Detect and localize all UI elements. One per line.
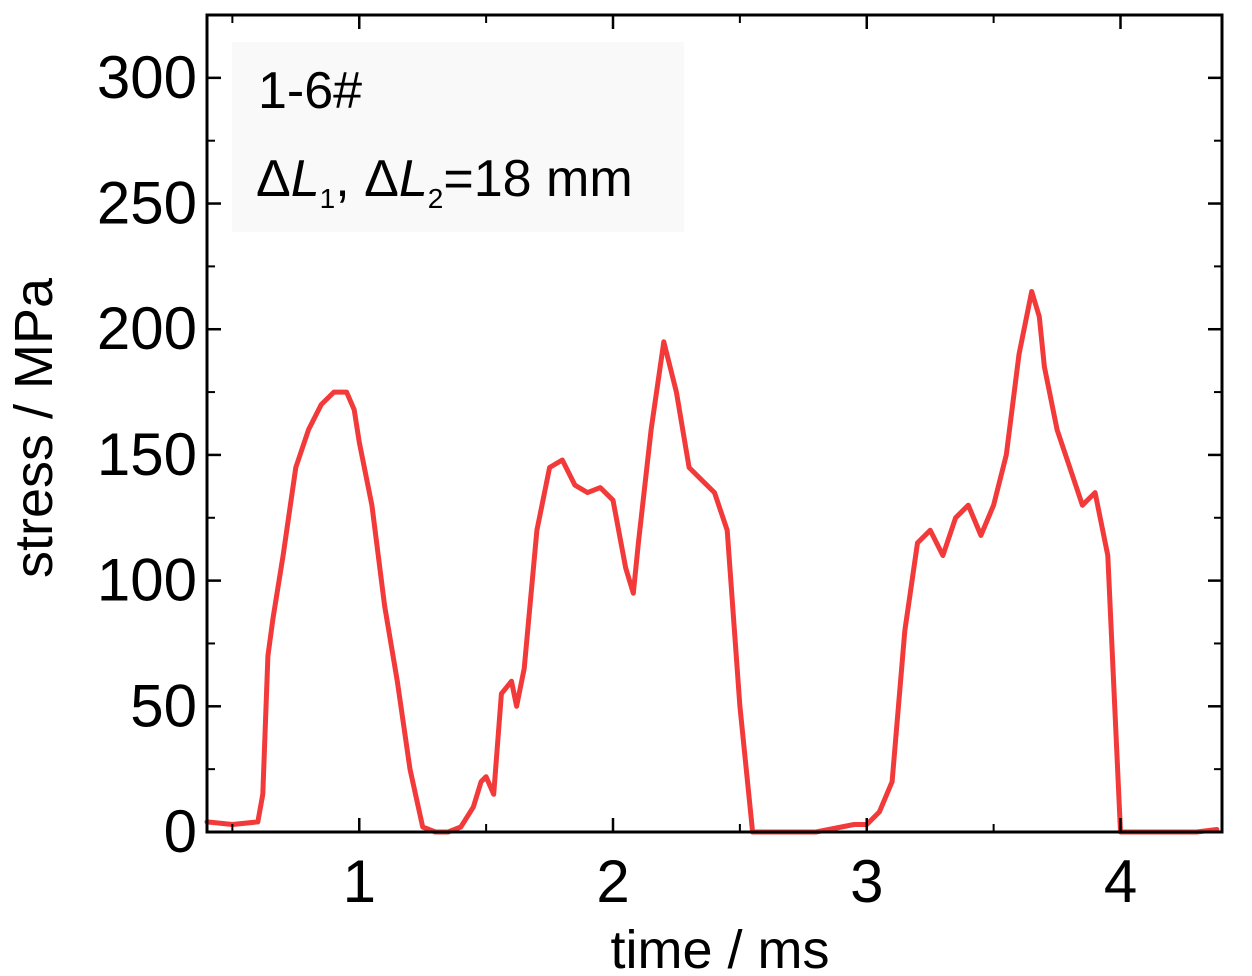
x-tick-label: 3 bbox=[850, 848, 883, 915]
x-tick-label: 4 bbox=[1104, 848, 1137, 915]
delta-var-2: L bbox=[399, 150, 428, 208]
x-tick-label: 1 bbox=[343, 848, 376, 915]
delta-prefix-1: Δ bbox=[256, 150, 291, 208]
y-tick-label: 0 bbox=[164, 798, 197, 865]
y-tick-label: 300 bbox=[97, 44, 197, 111]
ticks-layer bbox=[207, 15, 1222, 834]
delta-sub-1: 1 bbox=[320, 183, 336, 214]
y-tick-label: 50 bbox=[130, 672, 197, 739]
delta-var-1: L bbox=[291, 150, 320, 208]
x-tick-label: 2 bbox=[596, 848, 629, 915]
x-axis-label: time / ms bbox=[610, 920, 829, 976]
delta-sep: , bbox=[335, 150, 364, 208]
stress-series-line bbox=[204, 289, 1220, 835]
series-layer bbox=[204, 289, 1220, 835]
delta-value: =18 mm bbox=[443, 150, 632, 208]
delta-prefix-2: Δ bbox=[364, 150, 399, 208]
tick-labels-layer: 0 50 100 150 200 250 300 1 2 3 4 bbox=[97, 44, 1137, 915]
y-tick-label: 200 bbox=[97, 295, 197, 362]
annotation-background bbox=[232, 42, 684, 232]
plot-frame bbox=[205, 13, 1224, 834]
delta-sub-2: 2 bbox=[428, 183, 444, 214]
y-axis-label: stress / MPa bbox=[4, 277, 64, 578]
y-tick-label: 150 bbox=[97, 421, 197, 488]
y-tick-label: 100 bbox=[97, 547, 197, 614]
annotation-sample-id: 1-6# bbox=[258, 62, 362, 120]
y-tick-label: 250 bbox=[97, 170, 197, 237]
annotation-delta-l: ΔL1, ΔL2=18 mm bbox=[256, 150, 633, 214]
